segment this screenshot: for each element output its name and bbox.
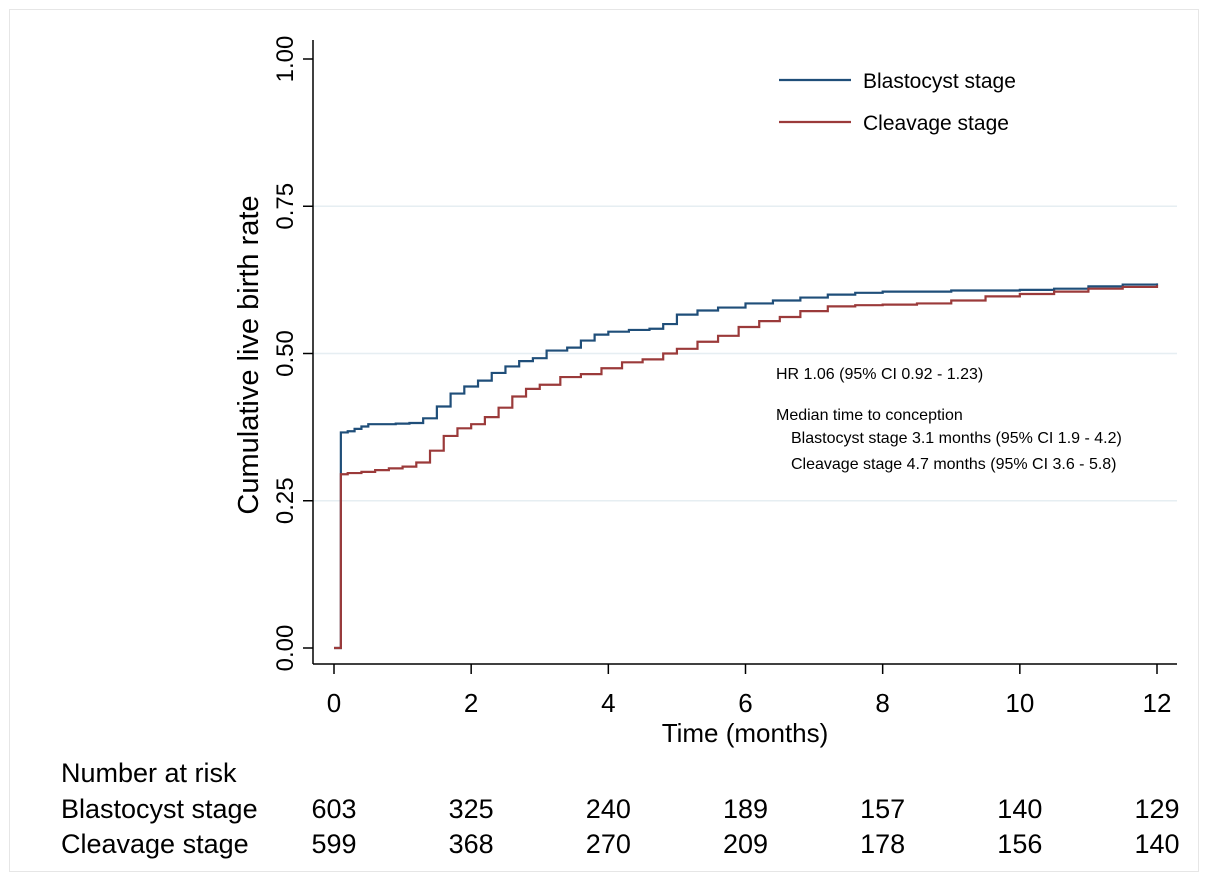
legend-label-blastocyst: Blastocyst stage	[863, 70, 1016, 93]
risk-row-label: Blastocyst stage	[61, 794, 258, 824]
figure-frame	[9, 9, 1199, 872]
x-tick-label: 2	[464, 688, 478, 718]
risk-row-label: Cleavage stage	[61, 829, 249, 859]
y-tick-label: 0.00	[272, 625, 299, 672]
axes: 0.00 0.25 0.50 0.75 1.00 0 2 4 6 8 10 12	[272, 36, 1177, 718]
x-tick-label: 8	[875, 688, 889, 718]
series-line-cleavage	[334, 285, 1159, 650]
risk-value: 157	[860, 794, 905, 824]
x-tick-label: 6	[738, 688, 752, 718]
median-blastocyst-annotation: Blastocyst stage 3.1 months (95% CI 1.9 …	[791, 430, 1122, 447]
risk-value: 178	[860, 829, 905, 859]
hr-annotation: HR 1.06 (95% CI 0.92 - 1.23)	[776, 366, 983, 383]
y-tick-label: 0.50	[272, 330, 299, 377]
series-layer	[334, 283, 1159, 650]
median-title-annotation: Median time to conception	[776, 407, 963, 424]
y-axis-label: Cumulative live birth rate	[233, 195, 265, 514]
median-cleavage-annotation: Cleavage stage 4.7 months (95% CI 3.6 - …	[791, 456, 1117, 473]
risk-value: 240	[586, 794, 631, 824]
y-tick-label: 0.75	[272, 183, 299, 230]
risk-value: 599	[311, 829, 356, 859]
risk-table: Number at risk Blastocyst stage 603 325 240…	[61, 758, 1180, 859]
risk-value: 140	[1134, 829, 1179, 859]
y-tick-label: 0.25	[272, 477, 299, 524]
risk-value: 603	[311, 794, 356, 824]
risk-value: 156	[997, 829, 1042, 859]
x-axis-label: Time (months)	[662, 718, 829, 748]
x-tick-label: 4	[601, 688, 615, 718]
legend-label-cleavage: Cleavage stage	[863, 112, 1009, 135]
risk-value: 270	[586, 829, 631, 859]
series-line-blastocyst	[334, 283, 1159, 650]
x-tick-label: 12	[1143, 688, 1172, 718]
risk-value: 368	[449, 829, 494, 859]
risk-table-title: Number at risk	[61, 758, 237, 788]
x-tick-label: 10	[1005, 688, 1034, 718]
risk-value: 129	[1134, 794, 1179, 824]
risk-value: 189	[723, 794, 768, 824]
risk-value: 325	[449, 794, 494, 824]
x-tick-label: 0	[327, 688, 341, 718]
grid-lines	[313, 205, 1177, 502]
y-tick-label: 1.00	[272, 36, 299, 83]
annotation-block: HR 1.06 (95% CI 0.92 - 1.23) Median time…	[776, 366, 1122, 473]
risk-value: 140	[997, 794, 1042, 824]
risk-value: 209	[723, 829, 768, 859]
legend: Blastocyst stage Cleavage stage	[779, 70, 1016, 135]
